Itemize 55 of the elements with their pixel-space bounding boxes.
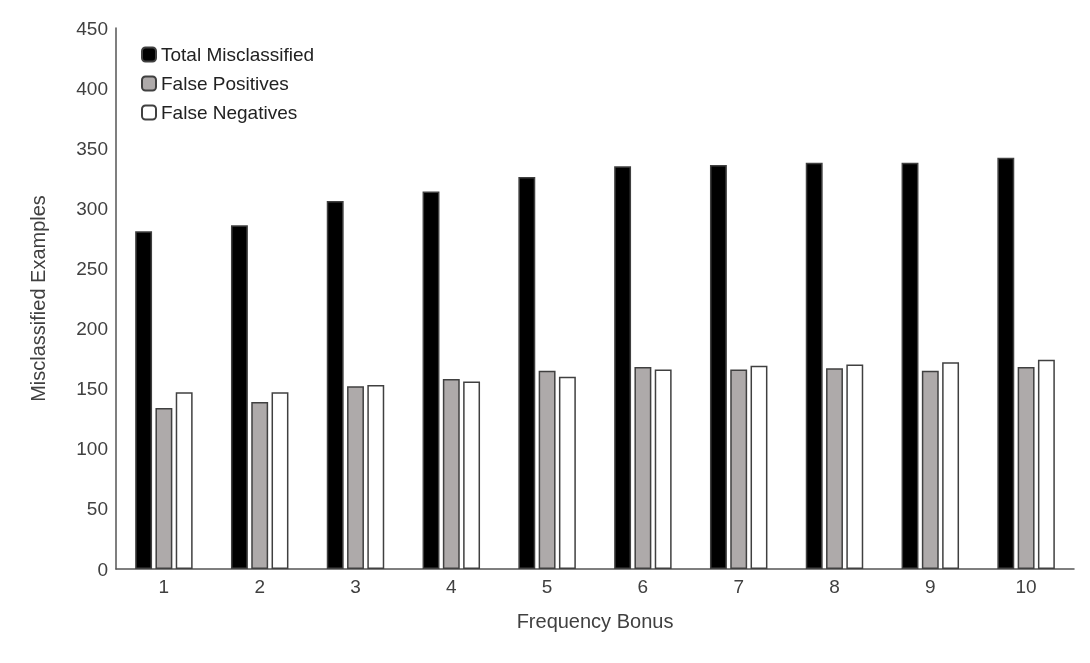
y-tick-label: 450 [76, 17, 108, 39]
bar [326, 201, 344, 569]
bar [367, 385, 385, 569]
bar [805, 162, 823, 569]
y-tick-label: 0 [97, 558, 108, 580]
bar [538, 370, 556, 569]
x-tick-label: 1 [158, 576, 170, 597]
y-tick-label: 250 [76, 257, 108, 279]
x-tick-label: 7 [733, 576, 744, 597]
x-tick-label: 5 [541, 576, 553, 597]
legend-label: False Positives [161, 73, 289, 94]
bar [826, 368, 843, 569]
bar [251, 401, 269, 569]
bar [463, 381, 481, 569]
y-axis-title: Misclassified Examples [27, 195, 49, 402]
bar [422, 191, 440, 569]
x-tick-label: 6 [637, 576, 649, 597]
bar [901, 162, 919, 569]
bar [654, 369, 672, 569]
x-tick-label: 3 [350, 576, 361, 597]
x-tick-label: 8 [829, 576, 840, 597]
legend-label: False Negatives [161, 102, 298, 123]
bar [1017, 367, 1035, 569]
x-tick-label: 10 [1015, 576, 1037, 597]
bar [442, 379, 460, 569]
bar [942, 362, 960, 569]
bar [518, 177, 536, 569]
bar [135, 231, 153, 569]
bar [558, 376, 576, 569]
bar [846, 364, 864, 569]
y-tick-label: 200 [76, 318, 108, 340]
bar [271, 392, 289, 569]
bar [750, 365, 768, 569]
y-tick-label: 50 [86, 498, 108, 520]
x-tick-label: 2 [254, 576, 265, 597]
bar [1037, 359, 1055, 569]
bar [921, 370, 939, 569]
bar [614, 166, 632, 569]
bar [709, 165, 727, 569]
x-axis-title: Frequency Bonus [516, 610, 674, 632]
bar [155, 407, 173, 569]
bar [634, 367, 652, 569]
bar [175, 392, 193, 569]
y-tick-label: 100 [76, 438, 108, 460]
y-tick-label: 400 [76, 77, 108, 99]
x-tick-label: 4 [446, 576, 458, 597]
bar [347, 386, 364, 569]
y-tick-label: 300 [76, 197, 108, 219]
bar [997, 157, 1015, 569]
legend-label: Total Misclassified [161, 44, 315, 65]
bar [230, 225, 248, 569]
y-tick-label: 150 [76, 378, 108, 400]
x-tick-label: 9 [925, 576, 936, 597]
y-tick-label: 350 [76, 137, 108, 159]
bar [730, 369, 748, 569]
